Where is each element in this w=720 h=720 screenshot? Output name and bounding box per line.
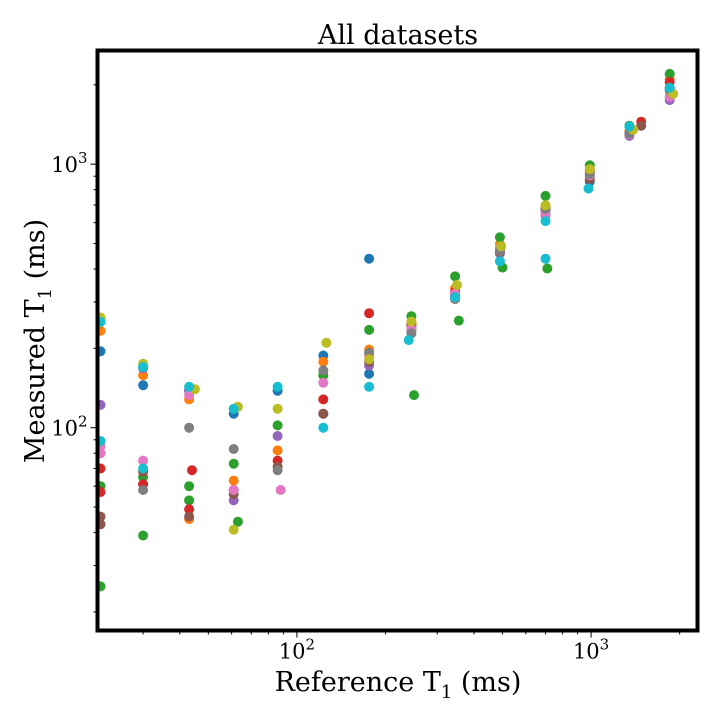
data-point-series-9 (496, 241, 507, 252)
data-point-series-3 (540, 190, 551, 201)
data-point-series-3 (364, 324, 375, 335)
data-point-series-3 (272, 420, 283, 431)
data-point-series-3 (542, 263, 553, 274)
data-point-series-10 (540, 253, 551, 264)
data-point-series-10 (403, 335, 414, 346)
x-tick-label: 102 (279, 636, 315, 664)
data-point-series-9 (228, 524, 239, 535)
data-point-series-5 (272, 431, 283, 441)
x-axis-label: Reference T1 (ms) (275, 667, 522, 703)
data-point-series-8 (184, 422, 195, 433)
data-point-series-10 (664, 82, 675, 93)
data-point-series-3 (232, 516, 243, 527)
data-point-series-9 (540, 200, 551, 211)
data-point-series-10 (540, 216, 551, 227)
data-point-series-10 (450, 292, 461, 303)
data-point-series-6 (636, 120, 647, 131)
data-point-series-10 (318, 422, 329, 433)
chart-title: All datasets (317, 20, 478, 51)
data-point-series-2 (318, 356, 329, 367)
data-point-series-8 (138, 485, 149, 495)
data-point-series-8 (318, 365, 329, 376)
data-point-series-7 (138, 455, 149, 466)
data-point-series-7 (275, 485, 286, 495)
data-point-series-9 (364, 354, 375, 365)
data-point-series-2 (138, 370, 149, 381)
data-point-series-9 (584, 164, 595, 175)
data-point-series-3 (494, 232, 505, 243)
data-point-series-6 (184, 511, 195, 522)
y-tick-label: 103 (51, 149, 87, 177)
data-point-series-4 (364, 308, 375, 319)
data-point-series-3 (409, 390, 419, 401)
data-point-series-8 (228, 444, 239, 454)
data-point-series-2 (272, 445, 283, 456)
data-point-series-10 (583, 183, 594, 194)
data-point-series-7 (228, 485, 239, 495)
y-axis-ticks: 102 103 (51, 84, 98, 613)
data-point-series-4 (318, 394, 329, 405)
data-point-series-10 (364, 381, 375, 392)
data-point-series-10 (138, 362, 149, 372)
y-axis-label: Measured T1 (ms) (20, 219, 56, 463)
data-point-series-10 (272, 381, 283, 392)
data-point-series-8 (272, 465, 283, 476)
data-point-series-10 (228, 403, 239, 414)
data-point-series-10 (624, 121, 635, 132)
data-point-series-6 (318, 408, 329, 419)
data-point-series-3 (228, 458, 239, 469)
data-point-series-7 (318, 377, 329, 388)
data-point-series-3 (184, 481, 195, 492)
data-point-series-10 (184, 381, 195, 392)
data-point-series-4 (184, 504, 195, 515)
data-point-series-9 (452, 280, 462, 290)
data-point-series-9 (272, 403, 283, 414)
data-point-series-10 (494, 256, 505, 267)
data-point-series-1 (138, 380, 149, 391)
x-tick-label: 103 (573, 636, 609, 664)
data-point-series-9 (321, 337, 332, 348)
data-point-series-3 (453, 315, 464, 326)
data-point-series-4 (187, 465, 197, 476)
data-point-series-1 (364, 253, 375, 264)
data-point-series-1 (364, 368, 375, 379)
data-points (95, 68, 679, 592)
y-tick-label: 102 (51, 413, 87, 441)
data-point-series-2 (228, 475, 239, 486)
data-point-series-3 (184, 495, 195, 506)
data-point-series-9 (406, 316, 417, 327)
data-point-series-3 (450, 271, 461, 282)
data-point-series-10 (138, 463, 149, 474)
x-axis-ticks: 102 103 (142, 630, 681, 664)
data-point-series-3 (138, 530, 149, 541)
data-point-series-3 (664, 68, 675, 79)
plot-frame (95, 48, 700, 633)
